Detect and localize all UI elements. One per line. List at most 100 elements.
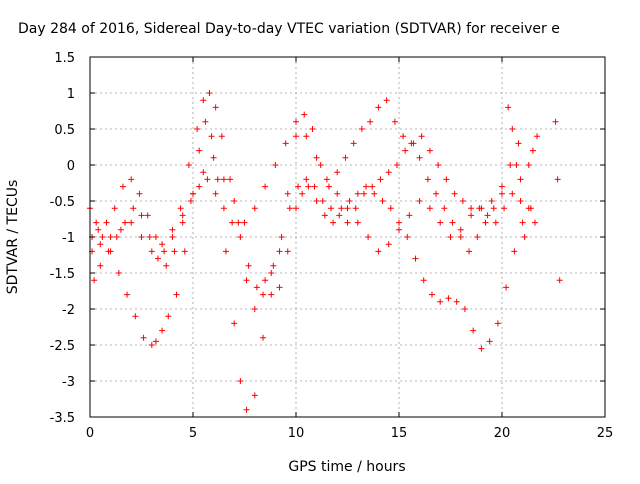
y-tick-label: -0.5 (50, 195, 75, 210)
data-point (218, 133, 225, 140)
y-tick-label: -3 (62, 375, 75, 390)
data-point (95, 226, 102, 233)
data-point (305, 183, 312, 190)
x-tick-label: 25 (597, 426, 614, 441)
data-point (445, 295, 452, 302)
data-point (97, 262, 104, 269)
data-point (478, 205, 485, 212)
data-point (208, 133, 215, 140)
data-point (400, 133, 407, 140)
data-point (488, 198, 495, 204)
data-point (457, 234, 464, 240)
data-point (554, 176, 561, 183)
data-point (138, 234, 145, 240)
data-point (379, 198, 386, 204)
y-tick-label: 0 (67, 159, 75, 174)
data-point (517, 176, 524, 183)
data-point (237, 378, 244, 384)
data-point (140, 334, 147, 341)
series-3 (89, 118, 505, 255)
data-point (330, 219, 337, 226)
data-point (352, 205, 359, 212)
data-point (334, 169, 341, 176)
data-point (470, 327, 477, 334)
x-axis-label: GPS time / hours (288, 459, 405, 475)
data-point (503, 284, 510, 291)
data-point (358, 126, 365, 132)
data-point (253, 284, 260, 291)
data-point (443, 176, 450, 183)
data-point (428, 291, 435, 298)
data-point (424, 176, 431, 183)
data-point (447, 234, 454, 240)
data-point (521, 234, 528, 240)
data-point (117, 226, 124, 233)
data-point (196, 183, 203, 190)
data-point (517, 198, 524, 204)
data-point (122, 219, 129, 226)
data-point (161, 248, 168, 255)
data-point (468, 212, 475, 219)
data-point (369, 183, 376, 190)
data-point (214, 176, 221, 183)
data-point (375, 248, 382, 255)
data-point (200, 97, 207, 104)
data-point (457, 226, 464, 233)
data-point (295, 183, 302, 190)
axis-ticks: 0 5 10 15 20 25 1.5 1 0.5 0 -0.5 -1 -1.5 -2 -2.5 -3 -3.5 (50, 51, 614, 441)
data-point (200, 169, 207, 176)
data-point (179, 212, 186, 219)
data-point (393, 162, 400, 168)
data-points (87, 90, 563, 413)
data-point (303, 133, 310, 140)
data-point (284, 248, 291, 255)
data-point (531, 219, 538, 226)
x-tick-label: 5 (189, 426, 197, 441)
data-point (410, 140, 417, 147)
series-0 (87, 118, 534, 413)
data-point (103, 219, 110, 226)
data-point (321, 212, 328, 219)
data-point (185, 162, 192, 168)
data-point (187, 198, 194, 204)
data-point (529, 147, 536, 154)
data-point (222, 248, 229, 255)
data-point (119, 183, 126, 190)
data-point (396, 226, 402, 233)
data-point (128, 219, 135, 226)
data-point (511, 248, 518, 255)
data-point (505, 104, 512, 111)
data-point (93, 219, 100, 226)
data-point (124, 291, 131, 298)
data-point (276, 284, 283, 291)
data-point (272, 162, 279, 168)
data-point (260, 334, 267, 341)
data-point (165, 313, 172, 320)
data-point (251, 205, 258, 212)
y-axis-label: SDTVAR / TECUs (5, 180, 21, 295)
data-point (461, 306, 468, 312)
data-point (451, 190, 458, 197)
data-point (97, 241, 104, 248)
data-point (501, 205, 508, 212)
data-point (525, 162, 532, 168)
chart-title: Day 284 of 2016, Sidereal Day-to-day VTE… (18, 21, 560, 37)
data-point (293, 133, 299, 140)
data-point (474, 234, 481, 240)
data-point (363, 183, 370, 190)
data-point (402, 147, 409, 154)
data-point (212, 104, 219, 111)
data-point (338, 205, 345, 212)
data-point (210, 154, 217, 161)
data-point (371, 190, 378, 197)
data-point (227, 176, 234, 183)
data-point (220, 205, 227, 212)
data-point (262, 183, 269, 190)
data-point (319, 198, 326, 204)
data-point (270, 262, 277, 269)
data-point (336, 212, 343, 219)
data-point (466, 248, 473, 255)
data-point (556, 277, 563, 284)
